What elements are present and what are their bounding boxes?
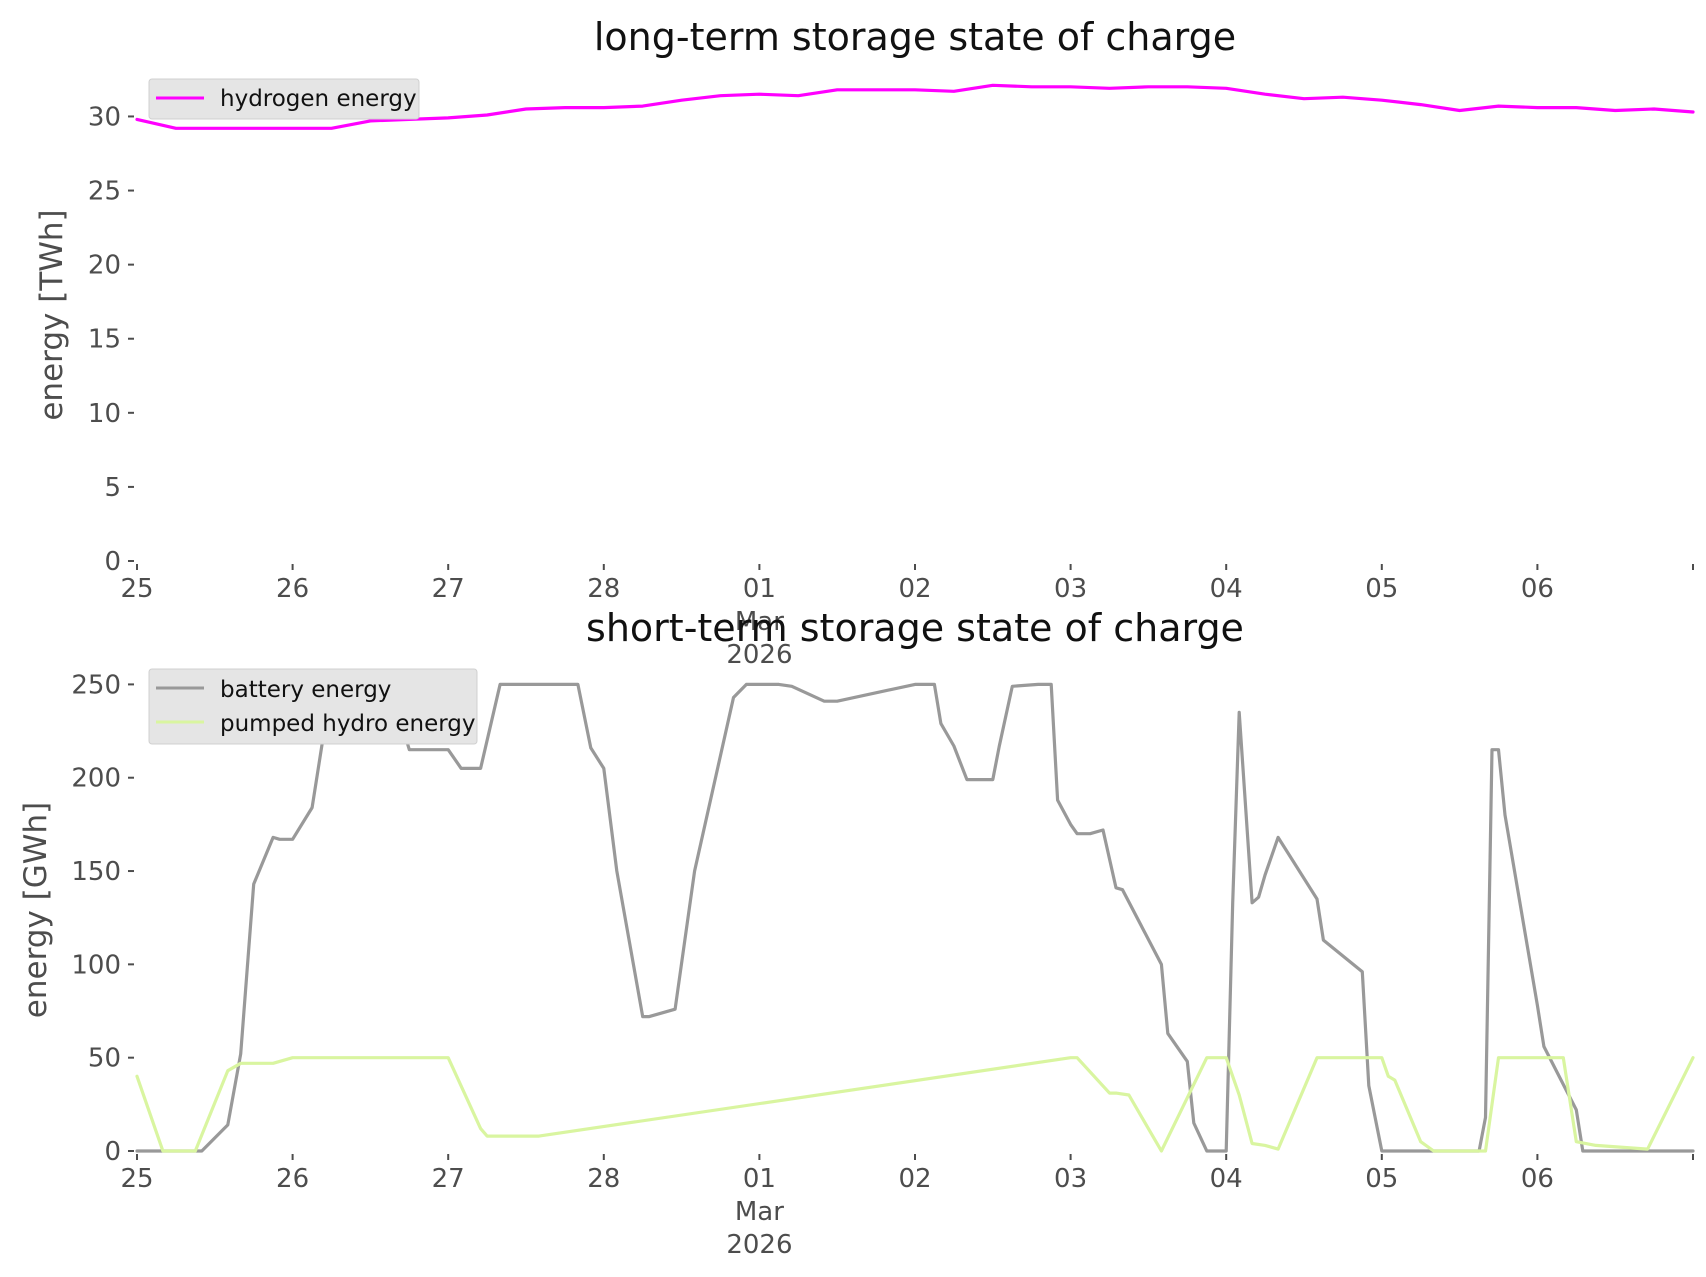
y-tick-label: 0	[104, 547, 121, 577]
y-tick-label: 10	[88, 399, 121, 429]
x-tick-label: 26	[276, 1164, 309, 1194]
y-tick-label: 50	[88, 1044, 121, 1074]
x-tick-label: 25	[120, 574, 153, 604]
legend-box	[148, 668, 478, 745]
x-tick-label: 28	[587, 574, 620, 604]
x-tick-label: 06	[1521, 574, 1554, 604]
y-tick-label: 25	[88, 177, 121, 207]
axes-short-term: 0 50 100 150 200 250 25 26 27 28 01 Mar 2026 02 03 04 05…	[71, 670, 1694, 1260]
legend-label-pumped-hydro: pumped hydro energy	[220, 711, 476, 737]
x-tick-label: 27	[432, 1164, 465, 1194]
legend-box	[148, 78, 420, 120]
x-tick-label: 27	[432, 574, 465, 604]
legend-label-hydrogen: hydrogen energy	[220, 86, 417, 112]
y-tick-label: 150	[71, 857, 121, 887]
legend-short-term: battery energy pumped hydro energy	[148, 668, 478, 745]
series-line-battery-energy	[135, 682, 1695, 1153]
y-tick-label: 250	[71, 670, 121, 700]
x-tick-label: 26	[276, 574, 309, 604]
x-tick-label: 01 Mar 2026	[726, 574, 792, 670]
chart-short-term: short-term storage state of charge energ…	[18, 606, 1695, 1260]
plot-lines-long-term	[135, 83, 1695, 130]
y-axis-label-long-term: energy [TWh]	[34, 209, 70, 420]
x-tick-label: 04	[1210, 1164, 1243, 1194]
y-axis-label-short-term: energy [GWh]	[18, 802, 54, 1018]
x-tick-label: 01 Mar 2026	[726, 1164, 792, 1260]
x-tick-label: 03	[1054, 574, 1087, 604]
legend-long-term: hydrogen energy	[148, 78, 420, 120]
x-tick-label: 25	[120, 1164, 153, 1194]
plot-lines-short-term	[135, 682, 1695, 1153]
y-tick-label: 5	[104, 473, 121, 503]
legend-label-battery: battery energy	[220, 677, 391, 703]
y-tick-label: 20	[88, 251, 121, 281]
series-line-pumped-hydro-energy	[135, 1056, 1695, 1153]
x-tick-label: 02	[898, 574, 931, 604]
x-tick-label: 05	[1365, 1164, 1398, 1194]
x-tick-label: 28	[587, 1164, 620, 1194]
y-tick-label: 100	[71, 950, 121, 980]
x-tick-label: 02	[898, 1164, 931, 1194]
y-tick-label: 0	[104, 1137, 121, 1167]
series-line-hydrogen-energy	[135, 83, 1695, 130]
chart-title-long-term: long-term storage state of charge	[594, 15, 1236, 59]
x-tick-label: 03	[1054, 1164, 1087, 1194]
y-tick-label: 15	[88, 325, 121, 355]
y-tick-label: 30	[88, 102, 121, 132]
y-tick-label: 200	[71, 764, 121, 794]
x-tick-label: 04	[1210, 574, 1243, 604]
x-tick-label: 06	[1521, 1164, 1554, 1194]
x-tick-label: 05	[1365, 574, 1398, 604]
chart-title-short-term: short-term storage state of charge	[586, 606, 1244, 650]
chart-long-term: long-term storage state of charge energy…	[34, 15, 1695, 670]
